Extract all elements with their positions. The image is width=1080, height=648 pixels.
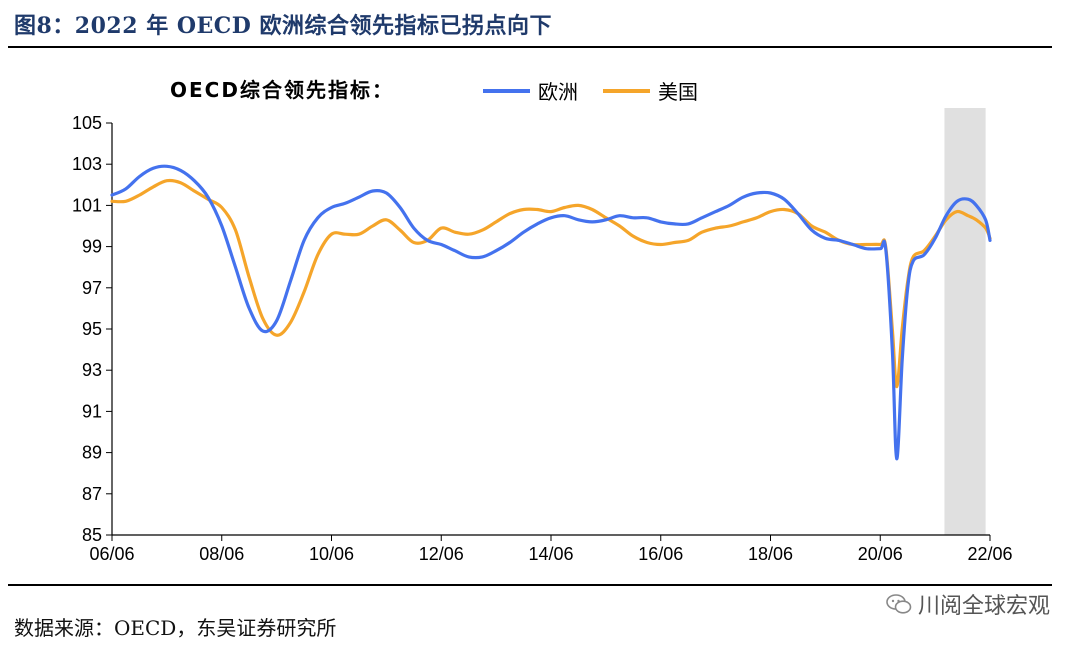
- shaded-period: [944, 108, 986, 535]
- y-tick-label: 99: [82, 237, 102, 257]
- y-tick-label: 87: [82, 484, 102, 504]
- top-rule: [8, 46, 1052, 48]
- y-tick-label: 103: [72, 154, 102, 174]
- x-tick-label: 16/06: [638, 544, 683, 564]
- series-line-europe: [110, 164, 992, 461]
- x-tick-label: 18/06: [748, 544, 793, 564]
- x-tick-label: 10/06: [309, 544, 354, 564]
- y-tick-label: 105: [72, 113, 102, 133]
- y-tick-label: 85: [82, 525, 102, 545]
- shade-layer: [944, 108, 986, 535]
- wechat-icon: [886, 594, 912, 614]
- source-note: 数据来源：OECD，东吴证券研究所: [14, 616, 337, 640]
- watermark: 川阅全球宏观: [886, 588, 1050, 620]
- legend: OECD综合领先指标： 欧洲 美国: [170, 78, 698, 104]
- y-tick-label: 89: [82, 443, 102, 463]
- x-tick-label: 08/06: [199, 544, 244, 564]
- watermark-text: 川阅全球宏观: [917, 594, 1050, 619]
- axis-layer: 85 87 89 91 93 95 97 99 101 103 105 06/06 08/06 10/06…: [72, 113, 1013, 564]
- y-tick-label: 95: [82, 319, 102, 339]
- series-line-us: [110, 178, 992, 389]
- legend-title: OECD综合领先指标：: [170, 78, 394, 102]
- y-tick-label: 101: [72, 195, 102, 215]
- x-tick-label: 14/06: [528, 544, 573, 564]
- x-tick-label: 22/06: [967, 544, 1012, 564]
- x-tick-label: 12/06: [419, 544, 464, 564]
- x-tick-label: 06/06: [89, 544, 134, 564]
- y-tick-label: 93: [82, 360, 102, 380]
- y-tick-label: 97: [82, 278, 102, 298]
- x-tick-label: 20/06: [858, 544, 903, 564]
- legend-label-europe: 欧洲: [538, 80, 578, 104]
- bottom-rule: [8, 584, 1052, 586]
- series-layer: [110, 164, 992, 461]
- y-tick-label: 91: [82, 401, 102, 421]
- legend-label-us: 美国: [658, 80, 698, 104]
- figure-title: 图8：2022 年 OECD 欧洲综合领先指标已拐点向下: [14, 13, 553, 39]
